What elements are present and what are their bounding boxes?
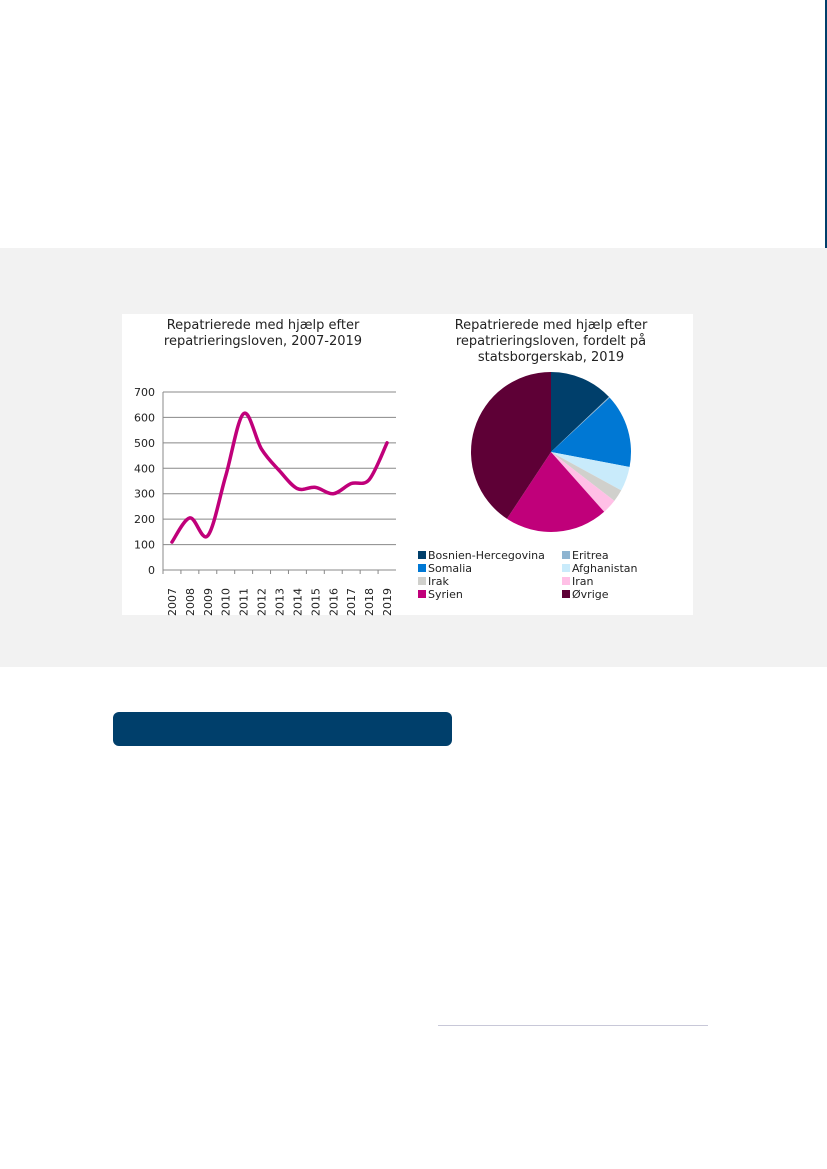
legend-swatch [562,577,570,585]
x-tick-label: 2008 [184,588,197,616]
pie-slice [551,397,631,468]
footnote-rule [438,1025,708,1026]
pie-slice [506,452,605,532]
x-tick-label: 2012 [256,588,269,616]
pie-slice [551,372,610,452]
page-edge-accent [825,0,827,248]
pie-slice [551,452,630,491]
y-tick-label: 600 [134,411,155,424]
y-tick-label: 100 [134,539,155,552]
x-tick-label: 2010 [220,588,233,616]
pie-slice [471,372,551,519]
legend-swatch [418,564,426,572]
line-chart-title: Repatrierede med hjælp efter [167,318,360,333]
legend-label: Bosnien-Hercegovina [428,549,545,562]
series-line [170,411,389,544]
y-tick-label: 200 [134,513,155,526]
y-tick-label: 700 [134,386,155,399]
x-tick-label: 2018 [363,588,376,616]
pie-slice [551,452,615,512]
pie-slice [551,452,622,501]
x-tick-label: 2017 [345,588,358,616]
legend-label: Iran [572,575,594,588]
section-header-bar [113,712,452,746]
legend-swatch [418,577,426,585]
pie-chart-title: Repatrierede med hjælp efter [455,318,648,333]
pie-chart-title: repatrieringsloven, fordelt på [456,334,646,349]
legend-label: Syrien [428,588,463,601]
legend-swatch [562,564,570,572]
legend-label: Afghanistan [572,562,638,575]
legend-swatch [562,551,570,559]
x-tick-label: 2013 [274,588,287,616]
legend-swatch [418,590,426,598]
y-tick-label: 0 [148,564,155,577]
x-tick-label: 2016 [327,588,340,616]
x-tick-label: 2015 [309,588,322,616]
legend-label: Øvrige [572,588,609,601]
legend-label: Eritrea [572,549,609,562]
y-tick-label: 500 [134,437,155,450]
legend-swatch [418,551,426,559]
x-tick-label: 2014 [291,588,304,616]
y-tick-label: 300 [134,488,155,501]
line-chart-title: repatrieringsloven, 2007-2019 [164,334,362,349]
x-tick-label: 2011 [238,588,251,616]
pie-slice [551,396,610,452]
y-tick-label: 400 [134,462,155,475]
legend-label: Irak [428,575,450,588]
x-tick-label: 2007 [166,588,179,616]
legend-swatch [562,590,570,598]
pie-chart-title: statsborgerskab, 2019 [478,350,624,365]
x-tick-label: 2009 [202,588,215,616]
legend-label: Somalia [428,562,472,575]
x-tick-label: 2019 [381,588,394,616]
